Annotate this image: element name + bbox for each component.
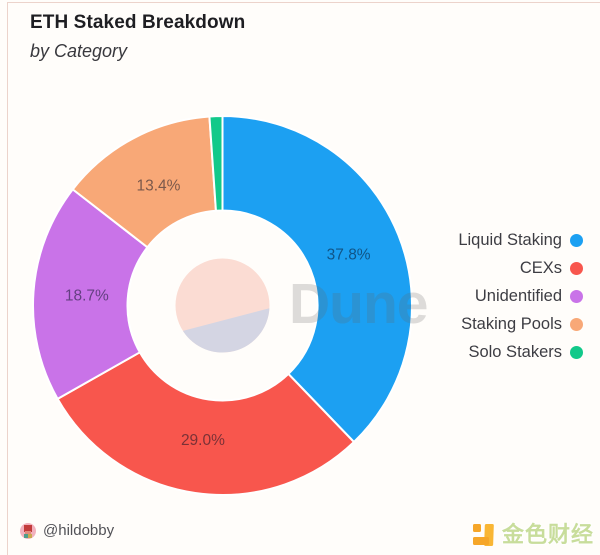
legend-label: Staking Pools [461, 315, 562, 333]
legend-label: Unidentified [474, 287, 562, 305]
slice-liquid-staking[interactable] [221, 114, 413, 444]
slice-label-staking-pools: 13.4% [137, 178, 181, 195]
donut-slices [32, 114, 413, 496]
attribution[interactable]: @hildobby [20, 522, 114, 539]
donut-slice-labels: 37.8% 29.0% 18.7% 13.4% [65, 178, 371, 450]
jinse-watermark: 金色财经 [472, 517, 594, 549]
legend-item-liquid-staking[interactable]: Liquid Staking [458, 231, 583, 250]
legend-label: CEXs [519, 259, 562, 277]
chart-title: ETH Staked Breakdown [30, 12, 246, 33]
slice-solo-stakers[interactable] [208, 114, 224, 212]
legend-dot-icon [570, 346, 583, 359]
slice-cexs[interactable] [56, 350, 356, 496]
inner-faded-circle-bottom [182, 308, 270, 353]
slice-label-unidentified: 18.7% [65, 288, 109, 305]
legend-dot-icon [570, 234, 583, 247]
legend-dot-icon [570, 290, 583, 303]
legend-item-cexs[interactable]: CEXs [520, 259, 583, 278]
jinse-watermark-text: 金色财经 [501, 522, 594, 547]
legend-item-staking-pools[interactable]: Staking Pools [461, 315, 583, 334]
legend-dot-icon [570, 262, 583, 275]
author-handle[interactable]: @hildobby [43, 522, 115, 539]
slice-label-cexs: 29.0% [181, 432, 225, 449]
chart-subtitle: by Category [30, 41, 128, 61]
legend: Liquid Staking CEXs Unidentified Staking Po… [458, 231, 583, 362]
slice-label-liquid-staking: 37.8% [327, 247, 371, 264]
legend-item-unidentified[interactable]: Unidentified [475, 287, 583, 306]
legend-label: Liquid Staking [458, 231, 562, 249]
author-avatar [20, 522, 36, 539]
slice-unidentified[interactable] [32, 187, 149, 401]
legend-dot-icon [570, 318, 583, 331]
legend-label: Solo Stakers [468, 343, 562, 361]
jinse-logo-icon [472, 524, 494, 546]
legend-item-solo-stakers[interactable]: Solo Stakers [468, 343, 583, 362]
